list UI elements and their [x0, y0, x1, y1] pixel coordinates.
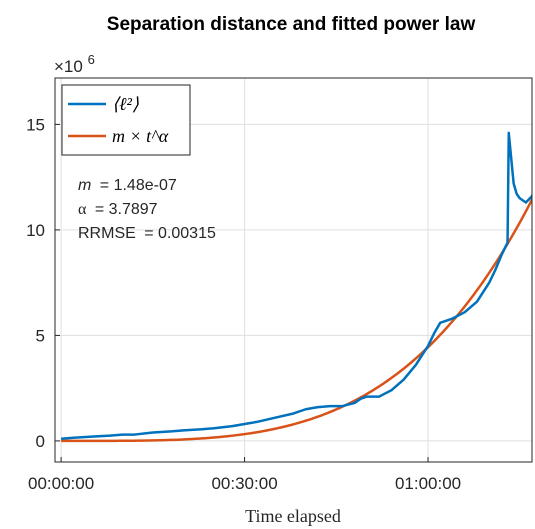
- chart-title: Separation distance and fitted power law: [107, 14, 476, 35]
- fit-annotations: m = 1.48e-07 α = 3.7897 RRMSE = 0.00315: [78, 177, 216, 242]
- y-exponent-power: 6: [88, 52, 95, 67]
- annotation-m-value: = 1.48e-07: [100, 177, 177, 194]
- x-tick-label-1: 00:30:00: [211, 474, 277, 493]
- x-tick-label-2: 01:00:00: [395, 474, 461, 493]
- x-tick-labels: 00:00:00 00:30:00 01:00:00: [28, 474, 461, 493]
- y-tick-labels: 0 5 10 15: [26, 115, 45, 450]
- x-tick-label-0: 00:00:00: [28, 474, 94, 493]
- y-tick-label-1: 5: [36, 326, 45, 345]
- x-axis-label: Time elapsed: [245, 506, 341, 526]
- annotation-rrmse: RRMSE = 0.00315: [78, 225, 216, 242]
- y-tick-label-2: 10: [26, 221, 45, 240]
- y-tick-label-0: 0: [36, 432, 45, 451]
- y-tick-label-3: 15: [26, 115, 45, 134]
- annotation-rrmse-label: RRMSE: [78, 225, 136, 242]
- annotation-m-label: m: [78, 177, 91, 194]
- legend-label-l2: ⟨ℓ²⟩: [112, 94, 139, 114]
- annotation-alpha-label: α: [78, 201, 87, 218]
- annotation-rrmse-value: = 0.00315: [144, 225, 216, 242]
- series-layer: [61, 131, 532, 443]
- series-l2-line: [61, 131, 532, 441]
- annotation-m: m = 1.48e-07: [78, 177, 177, 194]
- y-exponent-base: ×10: [54, 57, 83, 76]
- series-fit-line: [61, 196, 532, 443]
- y-exponent: ×10 6: [54, 52, 95, 76]
- annotation-alpha-value: = 3.7897: [95, 201, 158, 218]
- tick-marks: [55, 123, 429, 462]
- legend-label-fit: m × t^α: [112, 126, 169, 146]
- annotation-alpha: α = 3.7897: [78, 201, 158, 218]
- plot-frame: [54, 77, 533, 463]
- legend: ⟨ℓ²⟩ m × t^α: [61, 84, 191, 156]
- legend-box: [61, 84, 191, 156]
